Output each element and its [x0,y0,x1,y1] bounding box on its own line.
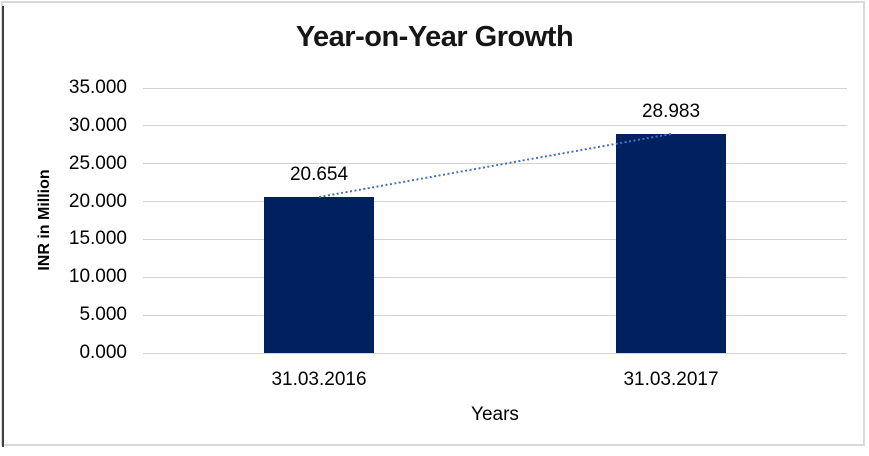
chart-title: Year-on-Year Growth [295,21,574,53]
bar-value-label: 20.654 [289,163,349,185]
y-axis-tick-label: 10.000 [68,266,127,288]
y-axis-tick-label: 35.000 [68,77,127,98]
x-axis-category-label: 31.03.2017 [623,369,719,390]
gridline [143,125,847,127]
bar-value-label: 28.983 [641,100,701,122]
gridline [143,201,847,203]
gridline [143,238,847,240]
bar [264,196,374,353]
gridline [143,276,847,278]
gridline [143,87,847,89]
y-axis-tick-label: 0.000 [79,342,127,363]
bar [616,133,726,353]
y-axis-tick-label: 15.000 [68,228,127,250]
x-axis-title: Years [471,404,519,425]
y-axis-tick-label: 20.000 [68,190,127,212]
gridline [143,352,847,354]
y-axis-tick-label: 30.000 [68,114,127,136]
x-axis-category-label: 31.03.2016 [271,369,367,390]
y-axis-tick-label: 5.000 [79,304,127,326]
gridline [143,314,847,316]
page-edge-line [2,6,4,447]
y-axis-title: INR in Million [36,169,53,271]
y-axis-tick-label: 25.000 [68,152,127,174]
